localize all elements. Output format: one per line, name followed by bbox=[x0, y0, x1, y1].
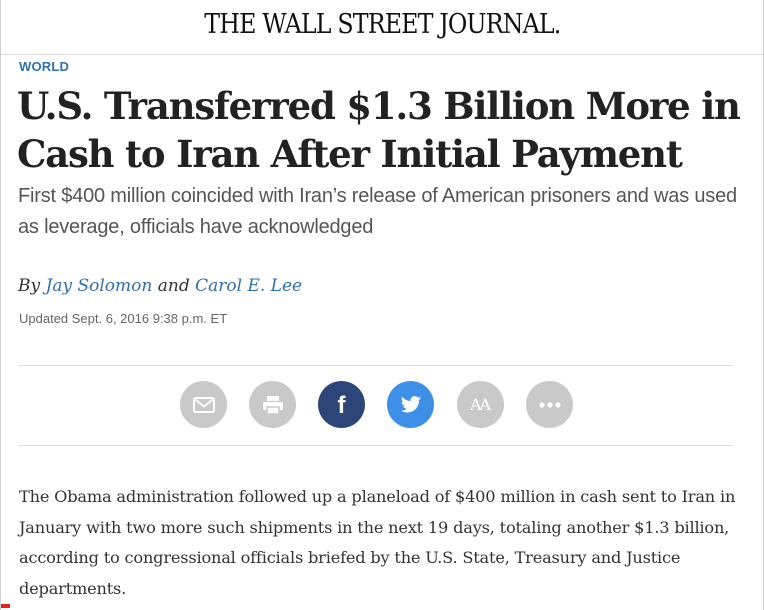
article-body-paragraph: The Obama administration followed up a p… bbox=[19, 487, 736, 598]
facebook-icon: f bbox=[337, 391, 346, 419]
author-link-carol-lee[interactable]: Carol E. Lee bbox=[195, 276, 303, 296]
article-dek: First $400 million coincided with Iran’s… bbox=[18, 185, 737, 238]
print-icon bbox=[262, 395, 283, 415]
section-link[interactable]: WORLD bbox=[19, 59, 70, 74]
twitter-icon bbox=[400, 395, 421, 412]
share-bar: f AA bbox=[1, 381, 763, 429]
masthead-logo[interactable]: THE WALL STREET JOURNAL. bbox=[203, 9, 561, 40]
facebook-share-button[interactable]: f bbox=[318, 381, 365, 428]
corner-marker bbox=[1, 604, 10, 608]
article-headline: U.S. Transferred $1.3 Billion More in Ca… bbox=[17, 84, 741, 176]
byline-conjunction: and bbox=[157, 276, 190, 296]
text-size-icon: AA bbox=[469, 395, 491, 414]
author-link-jay-solomon[interactable]: Jay Solomon bbox=[45, 276, 153, 296]
text-size-button[interactable]: AA bbox=[457, 381, 504, 428]
twitter-share-button[interactable] bbox=[387, 381, 434, 428]
share-divider-top bbox=[18, 365, 733, 366]
more-options-button[interactable] bbox=[526, 381, 573, 428]
byline-prefix: By bbox=[18, 276, 41, 296]
masthead: THE WALL STREET JOURNAL. bbox=[1, 0, 763, 55]
email-share-button[interactable] bbox=[180, 381, 227, 428]
more-icon bbox=[538, 401, 561, 408]
updated-timestamp: Updated Sept. 6, 2016 9:38 p.m. ET bbox=[19, 311, 228, 326]
email-icon bbox=[192, 396, 215, 413]
share-divider-bottom bbox=[18, 445, 733, 446]
byline: By Jay Solomon and Carol E. Lee bbox=[18, 276, 302, 296]
print-button[interactable] bbox=[249, 381, 296, 428]
